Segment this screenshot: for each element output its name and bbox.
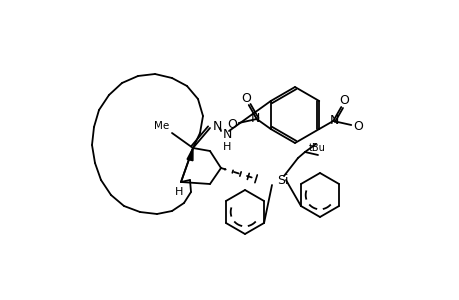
Text: tBu: tBu: [308, 143, 325, 153]
Text: Me: Me: [153, 121, 168, 131]
Text: O: O: [353, 121, 363, 134]
Text: O: O: [339, 94, 348, 106]
Text: N: N: [223, 128, 232, 142]
Text: H: H: [223, 142, 231, 152]
Polygon shape: [187, 148, 193, 161]
Text: H: H: [174, 187, 183, 197]
Text: Si: Si: [276, 173, 288, 187]
Text: O: O: [226, 118, 236, 131]
Text: O: O: [241, 92, 250, 104]
Text: N: N: [251, 112, 260, 124]
Text: N: N: [213, 121, 222, 134]
Text: N: N: [329, 113, 338, 127]
